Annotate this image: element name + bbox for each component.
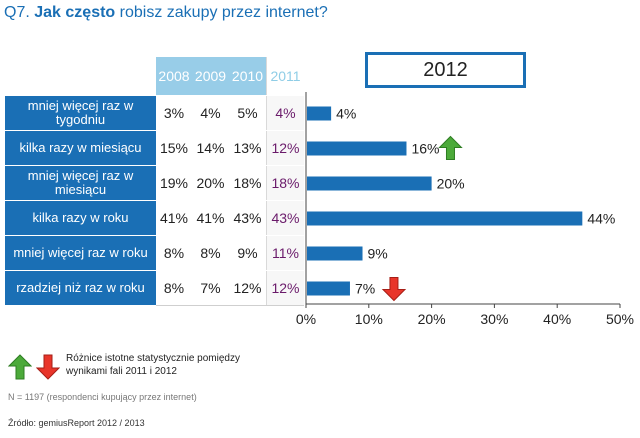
value-cell: 19% bbox=[159, 175, 189, 191]
data-table: 2008 2009 2010 2011 mniej więcej raz w t… bbox=[5, 57, 304, 306]
x-tick-label: 30% bbox=[480, 311, 508, 327]
value-cell: 11% bbox=[266, 236, 304, 270]
table-row: mniej więcej raz w roku 8% 8% 9% 11% bbox=[5, 235, 304, 271]
value-cell: 5% bbox=[237, 105, 258, 121]
row-label: kilka razy w miesiącu bbox=[5, 131, 156, 165]
bar-value-label: 4% bbox=[336, 106, 356, 122]
arrow-down-icon bbox=[36, 354, 60, 380]
value-cell: 20% bbox=[196, 175, 225, 191]
bar-chart: 0% 10% 20% 30% 40% 50% 4% 16% 20% 44% 9% 7% bbox=[296, 92, 634, 327]
source-note: Źródło: gemiusReport 2012 / 2013 bbox=[8, 418, 145, 428]
bar-value-label: 7% bbox=[355, 281, 375, 297]
x-tick-label: 0% bbox=[296, 311, 316, 327]
table-header: 2008 2009 2010 2011 bbox=[5, 57, 304, 95]
row-label: mniej więcej raz w tygodniu bbox=[5, 96, 156, 130]
value-cell: 8% bbox=[163, 245, 185, 261]
value-cell: 15% bbox=[159, 140, 189, 156]
table-row: kilka razy w roku 41% 41% 43% 43% bbox=[5, 200, 304, 236]
value-cell: 4% bbox=[266, 96, 304, 130]
bar bbox=[307, 281, 350, 296]
sample-note: N = 1197 (respondenci kupujący przez int… bbox=[8, 392, 197, 402]
value-cell: 43% bbox=[233, 210, 262, 226]
year-header-2008: 2008 bbox=[156, 57, 192, 95]
bar bbox=[307, 176, 432, 191]
value-cell: 14% bbox=[196, 140, 225, 156]
arrow-down-icon bbox=[381, 277, 407, 302]
arrow-up-icon bbox=[438, 135, 463, 160]
x-tick-label: 20% bbox=[418, 311, 446, 327]
row-label: kilka razy w roku bbox=[5, 201, 156, 235]
title-prefix: Q7. bbox=[4, 4, 30, 21]
value-cell: 12% bbox=[233, 280, 262, 296]
bar-value-label: 9% bbox=[368, 246, 388, 262]
value-cell: 8% bbox=[200, 245, 221, 261]
row-label: mniej więcej raz w miesiącu bbox=[5, 166, 156, 200]
year-header-2011: 2011 bbox=[266, 57, 304, 95]
row-label: rzadziej niż raz w roku bbox=[5, 271, 156, 305]
bar-value-label: 44% bbox=[587, 211, 615, 227]
value-cell: 7% bbox=[200, 280, 221, 296]
value-cell: 13% bbox=[233, 140, 262, 156]
value-cell: 8% bbox=[163, 280, 185, 296]
x-tick-label: 50% bbox=[606, 311, 634, 327]
year-header-2010: 2010 bbox=[229, 57, 266, 95]
value-cell: 3% bbox=[163, 105, 185, 121]
bar bbox=[307, 246, 363, 261]
value-cell: 18% bbox=[266, 166, 304, 200]
bar-value-label: 20% bbox=[437, 176, 465, 192]
row-divider bbox=[156, 305, 304, 306]
bar bbox=[307, 211, 583, 226]
bar bbox=[307, 106, 332, 121]
bar-value-label: 16% bbox=[411, 141, 439, 157]
legend-text: Różnice istotne statystycznie pomiędzy w… bbox=[66, 353, 240, 377]
chart-title: Q7. Jak często robisz zakupy przez inter… bbox=[4, 4, 328, 22]
value-cell: 41% bbox=[196, 210, 225, 226]
value-cell: 4% bbox=[200, 105, 221, 121]
year-header-2009: 2009 bbox=[192, 57, 229, 95]
x-tick-label: 10% bbox=[355, 311, 383, 327]
value-cell: 12% bbox=[266, 131, 304, 165]
value-cell: 18% bbox=[233, 175, 262, 191]
title-bold: Jak często bbox=[34, 4, 116, 21]
bar bbox=[307, 141, 407, 156]
table-row: mniej więcej raz w miesiącu 19% 20% 18% … bbox=[5, 165, 304, 201]
arrow-up-icon bbox=[8, 354, 32, 380]
table-row: rzadziej niż raz w roku 8% 7% 12% 12% bbox=[5, 270, 304, 306]
value-cell: 43% bbox=[266, 201, 304, 235]
value-cell: 12% bbox=[266, 271, 304, 305]
title-rest: robisz zakupy przez internet? bbox=[119, 4, 328, 21]
chart-year-box: 2012 bbox=[365, 52, 526, 88]
value-cell: 41% bbox=[159, 210, 189, 226]
row-label: mniej więcej raz w roku bbox=[5, 236, 156, 270]
x-tick-label: 40% bbox=[543, 311, 571, 327]
value-cell: 9% bbox=[237, 245, 258, 261]
